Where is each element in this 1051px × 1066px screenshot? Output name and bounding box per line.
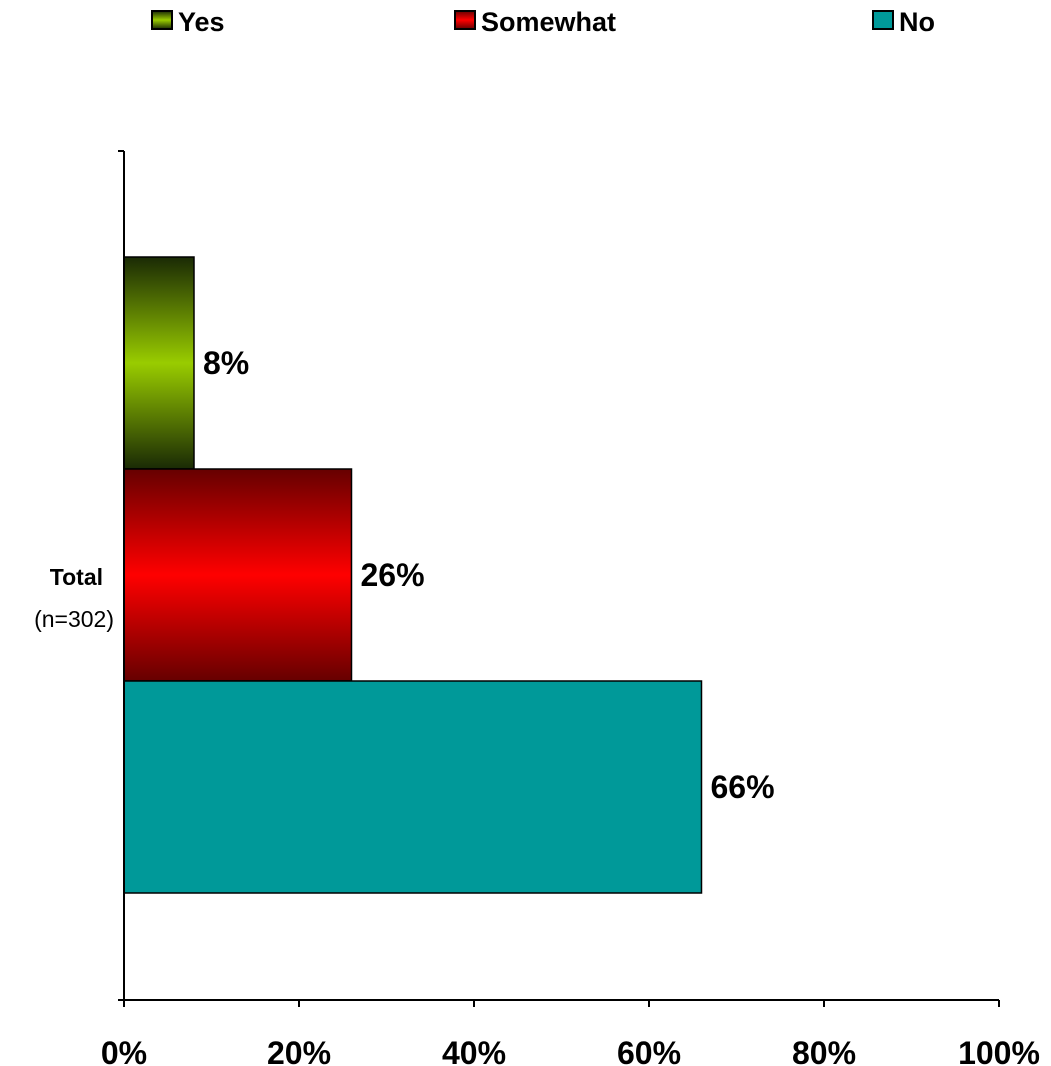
category-labels: Total (n=302) (34, 564, 114, 632)
x-tick-label: 80% (792, 1035, 856, 1066)
legend-label-no: No (899, 7, 935, 37)
bar-no (123, 680, 703, 894)
x-tick-label: 0% (101, 1035, 147, 1066)
legend-label-yes: Yes (178, 7, 225, 37)
category-label: Total (50, 564, 103, 590)
value-labels: 8% 26% 66% (203, 345, 775, 805)
bar-somewhat (123, 468, 353, 682)
value-label-somewhat: 26% (361, 557, 425, 593)
x-axis-tick-labels: 0% 20% 40% 60% 80% 100% (101, 1035, 1040, 1066)
legend-swatch-somewhat (454, 10, 476, 30)
category-sublabel: (n=302) (34, 606, 114, 632)
bar-yes (123, 256, 195, 470)
bars (123, 256, 703, 894)
x-tick-label: 100% (958, 1035, 1040, 1066)
x-tick-label: 60% (617, 1035, 681, 1066)
value-label-no: 66% (711, 769, 775, 805)
legend: Yes Somewhat No (151, 7, 935, 37)
x-tick-label: 40% (442, 1035, 506, 1066)
legend-label-somewhat: Somewhat (481, 7, 616, 37)
legend-swatch-no (872, 10, 894, 30)
legend-swatch-yes (151, 10, 173, 30)
value-label-yes: 8% (203, 345, 249, 381)
x-axis-ticks (123, 1000, 1000, 1007)
x-tick-label: 20% (267, 1035, 331, 1066)
